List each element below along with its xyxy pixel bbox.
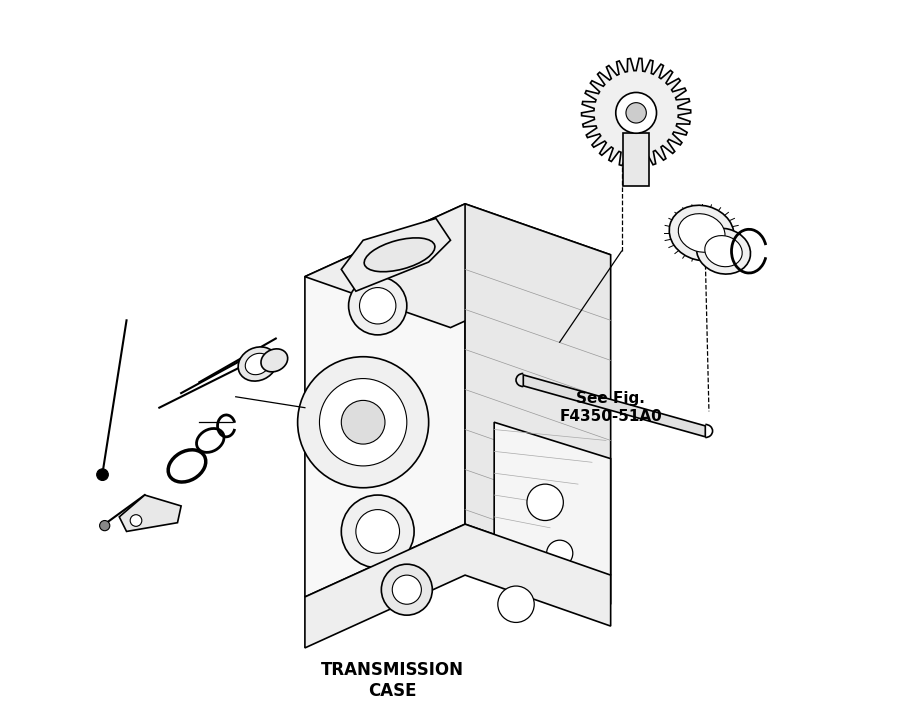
Ellipse shape: [238, 347, 277, 381]
Circle shape: [392, 575, 422, 604]
Circle shape: [297, 357, 429, 488]
Polygon shape: [494, 422, 611, 604]
Circle shape: [320, 379, 407, 466]
Circle shape: [615, 92, 657, 133]
Circle shape: [498, 586, 534, 622]
Circle shape: [356, 510, 399, 553]
Circle shape: [547, 540, 573, 566]
Circle shape: [100, 521, 110, 531]
Ellipse shape: [705, 236, 742, 266]
Polygon shape: [305, 204, 465, 597]
Ellipse shape: [364, 238, 435, 272]
Circle shape: [381, 564, 432, 615]
Circle shape: [130, 515, 141, 526]
Circle shape: [341, 400, 385, 444]
Polygon shape: [465, 204, 611, 575]
Circle shape: [349, 277, 407, 335]
Polygon shape: [305, 524, 611, 648]
Circle shape: [527, 484, 563, 521]
Polygon shape: [523, 375, 705, 437]
Circle shape: [341, 495, 414, 568]
Polygon shape: [119, 495, 181, 531]
Ellipse shape: [696, 229, 751, 274]
Ellipse shape: [669, 205, 734, 261]
Ellipse shape: [245, 353, 270, 375]
Ellipse shape: [678, 214, 725, 252]
Ellipse shape: [261, 349, 287, 372]
Text: See Fig.
F4350-51A0: See Fig. F4350-51A0: [560, 392, 662, 424]
Circle shape: [359, 288, 396, 324]
Polygon shape: [623, 133, 650, 186]
Polygon shape: [341, 218, 450, 291]
Circle shape: [96, 469, 108, 480]
Text: TRANSMISSION
CASE: TRANSMISSION CASE: [321, 661, 464, 700]
Circle shape: [626, 103, 646, 123]
Polygon shape: [305, 204, 611, 328]
Polygon shape: [581, 58, 691, 167]
